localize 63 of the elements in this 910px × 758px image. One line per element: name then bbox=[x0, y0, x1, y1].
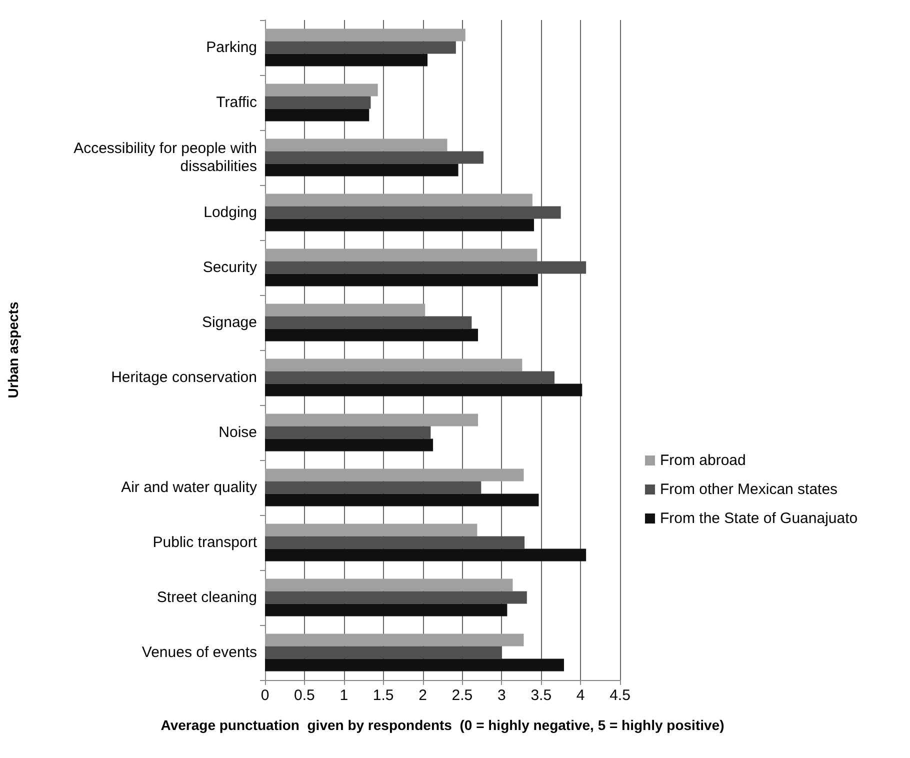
bar bbox=[265, 151, 484, 164]
bar bbox=[265, 194, 532, 206]
bar bbox=[265, 646, 502, 659]
y-tick-label: Lodging bbox=[204, 204, 257, 221]
y-tick-label: Public transport bbox=[152, 534, 258, 551]
x-tick-label: 4 bbox=[576, 687, 585, 704]
legend-label: From the State of Guanajuato bbox=[660, 510, 858, 527]
bar bbox=[265, 426, 431, 439]
bar bbox=[265, 206, 561, 219]
x-tick-label: 0.5 bbox=[294, 687, 315, 704]
legend-label: From other Mexican states bbox=[660, 481, 838, 498]
bar bbox=[265, 604, 508, 616]
y-tick-label: Accessibility for people with dissabilities bbox=[74, 140, 257, 175]
y-tick-label: Street cleaning bbox=[156, 589, 257, 606]
bar bbox=[265, 54, 428, 66]
x-tick-label: 3 bbox=[497, 687, 506, 704]
bar bbox=[265, 84, 378, 96]
bar bbox=[265, 96, 371, 109]
bar bbox=[265, 371, 555, 384]
bar bbox=[265, 494, 539, 506]
bar bbox=[265, 164, 458, 176]
bar bbox=[265, 468, 524, 482]
y-tick-label: Heritage conservation bbox=[111, 369, 257, 386]
bar bbox=[265, 274, 538, 286]
bar bbox=[265, 481, 482, 494]
bar bbox=[265, 316, 472, 329]
bar bbox=[265, 248, 538, 262]
bar bbox=[265, 591, 527, 604]
bar bbox=[265, 438, 434, 452]
y-tick-label: Security bbox=[202, 259, 258, 276]
x-tick-label: 0 bbox=[260, 687, 270, 704]
y-tick-label: Air and water quality bbox=[121, 479, 258, 496]
bar bbox=[265, 414, 478, 426]
y-tick-label: Signage bbox=[202, 314, 257, 331]
bar bbox=[265, 304, 426, 316]
bar bbox=[265, 536, 525, 549]
x-tick-label: 1.5 bbox=[372, 687, 394, 704]
bar bbox=[265, 358, 522, 372]
x-tick-label: 2.5 bbox=[452, 687, 473, 704]
bar bbox=[265, 634, 524, 646]
bar bbox=[265, 524, 478, 536]
bar bbox=[265, 138, 448, 152]
bar bbox=[265, 108, 370, 122]
y-tick-label: Noise bbox=[218, 424, 257, 441]
bar bbox=[265, 384, 582, 396]
x-axis-title: Average punctuation given by respondents (0 = highly negative, 5 = highly positive) bbox=[160, 717, 724, 733]
y-axis-title: Urban aspects bbox=[5, 302, 21, 398]
x-tick-label: 1 bbox=[340, 687, 348, 704]
bar bbox=[265, 41, 456, 54]
x-tick-label: 4.5 bbox=[610, 687, 630, 704]
bar bbox=[265, 328, 478, 342]
y-tick-label: Traffic bbox=[216, 94, 258, 111]
y-tick-label: Venues of events bbox=[142, 644, 257, 661]
y-tick-label: Parking bbox=[206, 39, 257, 56]
bar bbox=[265, 658, 564, 672]
x-tick-label: 2 bbox=[418, 687, 427, 704]
bar bbox=[265, 578, 513, 592]
bar bbox=[265, 28, 466, 42]
x-tick-label: 3.5 bbox=[530, 687, 552, 704]
legend-label: From abroad bbox=[660, 452, 746, 469]
bar bbox=[265, 548, 586, 562]
bar bbox=[265, 218, 534, 232]
bar bbox=[265, 261, 586, 274]
